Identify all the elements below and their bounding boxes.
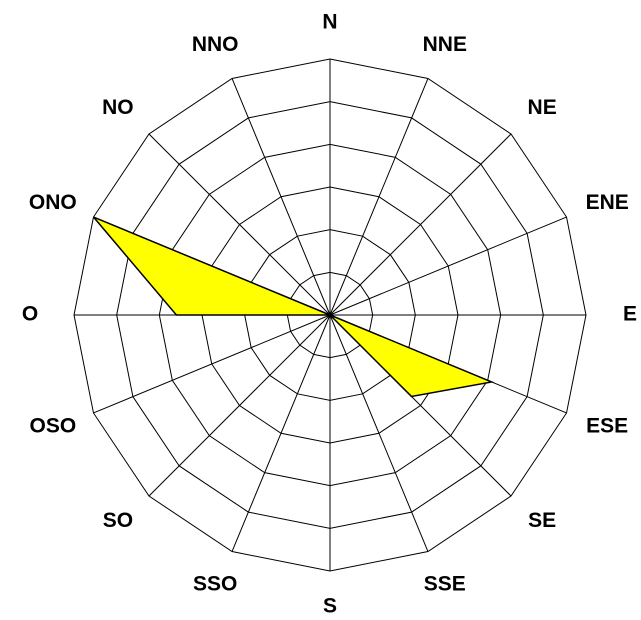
data-area — [92, 216, 495, 398]
direction-label: ESE — [586, 414, 628, 437]
grid-spoke — [148, 314, 331, 497]
grid-spoke — [329, 216, 567, 316]
direction-label: SSO — [193, 572, 237, 595]
direction-label: NO — [102, 96, 134, 119]
direction-label: NNE — [423, 33, 467, 56]
direction-label: OSO — [29, 414, 76, 437]
direction-label: O — [22, 303, 38, 326]
grid-spoke — [329, 78, 429, 316]
direction-label: S — [323, 595, 337, 618]
grid-spoke — [93, 314, 331, 414]
direction-label: SE — [528, 509, 556, 532]
direction-label: NNO — [192, 33, 239, 56]
direction-label: ONO — [29, 191, 77, 214]
grid-spoke — [148, 133, 331, 316]
direction-label: NE — [528, 96, 557, 119]
direction-label: N — [322, 11, 337, 34]
grid-spoke — [329, 133, 512, 316]
direction-label: SSE — [424, 572, 466, 595]
grid-spoke — [231, 314, 331, 552]
direction-label: ENE — [586, 191, 629, 214]
grid-spoke — [231, 78, 331, 316]
grid-spoke — [329, 314, 429, 552]
direction-label: SO — [103, 509, 133, 532]
direction-label: E — [623, 303, 637, 326]
